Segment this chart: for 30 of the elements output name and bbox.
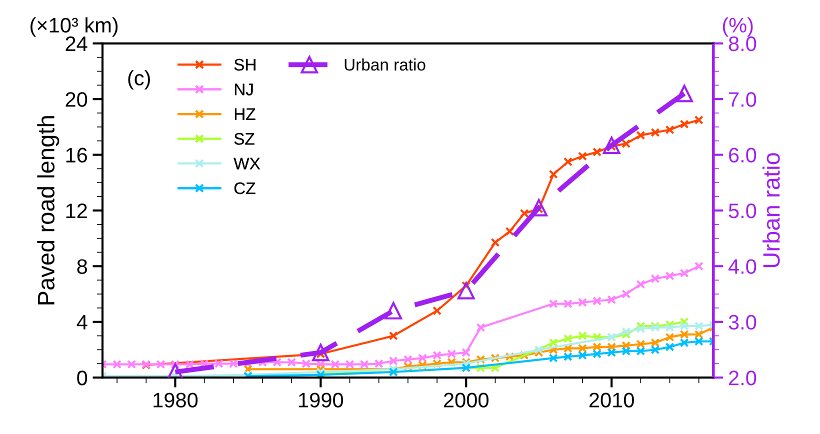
x-tick-label: 2010 xyxy=(589,392,634,408)
x-tick-label: 1990 xyxy=(299,392,344,408)
y-tick-label: 24 xyxy=(66,36,88,51)
y-tick-label: 4 xyxy=(76,315,88,330)
legend-label: HZ xyxy=(234,108,256,120)
y-tick-label: 20 xyxy=(66,92,88,107)
y-tick-label: 16 xyxy=(66,148,88,163)
y-axis-title: Paved road length xyxy=(37,116,60,304)
legend-label: CZ xyxy=(234,182,256,194)
legend-label: SH xyxy=(234,58,256,71)
x-tick-label: 2000 xyxy=(444,392,488,408)
legend-label: WX xyxy=(234,158,260,170)
y2-tick-label: 3.0 xyxy=(728,314,756,330)
y2-tick-label: 4.0 xyxy=(728,259,756,274)
text: (×10³ km) xyxy=(30,17,118,37)
y2-tick-label: 2.0 xyxy=(729,370,756,386)
legend-label: NJ xyxy=(234,84,253,96)
y2-tick-label: 7.0 xyxy=(729,92,756,107)
legend-label: SZ xyxy=(234,132,254,145)
y2-tick-label: 8.0 xyxy=(728,36,756,52)
x-tick-label: 1980 xyxy=(154,392,198,408)
y2-tick-label: 6.0 xyxy=(729,148,756,163)
y2-tick-label: 5.0 xyxy=(728,203,756,218)
annotation: (c) xyxy=(128,70,150,90)
y-tick-label: 0 xyxy=(77,370,88,386)
y-tick-label: 12 xyxy=(66,203,87,218)
legend-label: Urban ratio xyxy=(344,58,426,71)
y2-axis-title: Urban ratio xyxy=(762,153,780,268)
text: (%) xyxy=(722,17,753,37)
y-tick-label: 8 xyxy=(77,259,88,274)
